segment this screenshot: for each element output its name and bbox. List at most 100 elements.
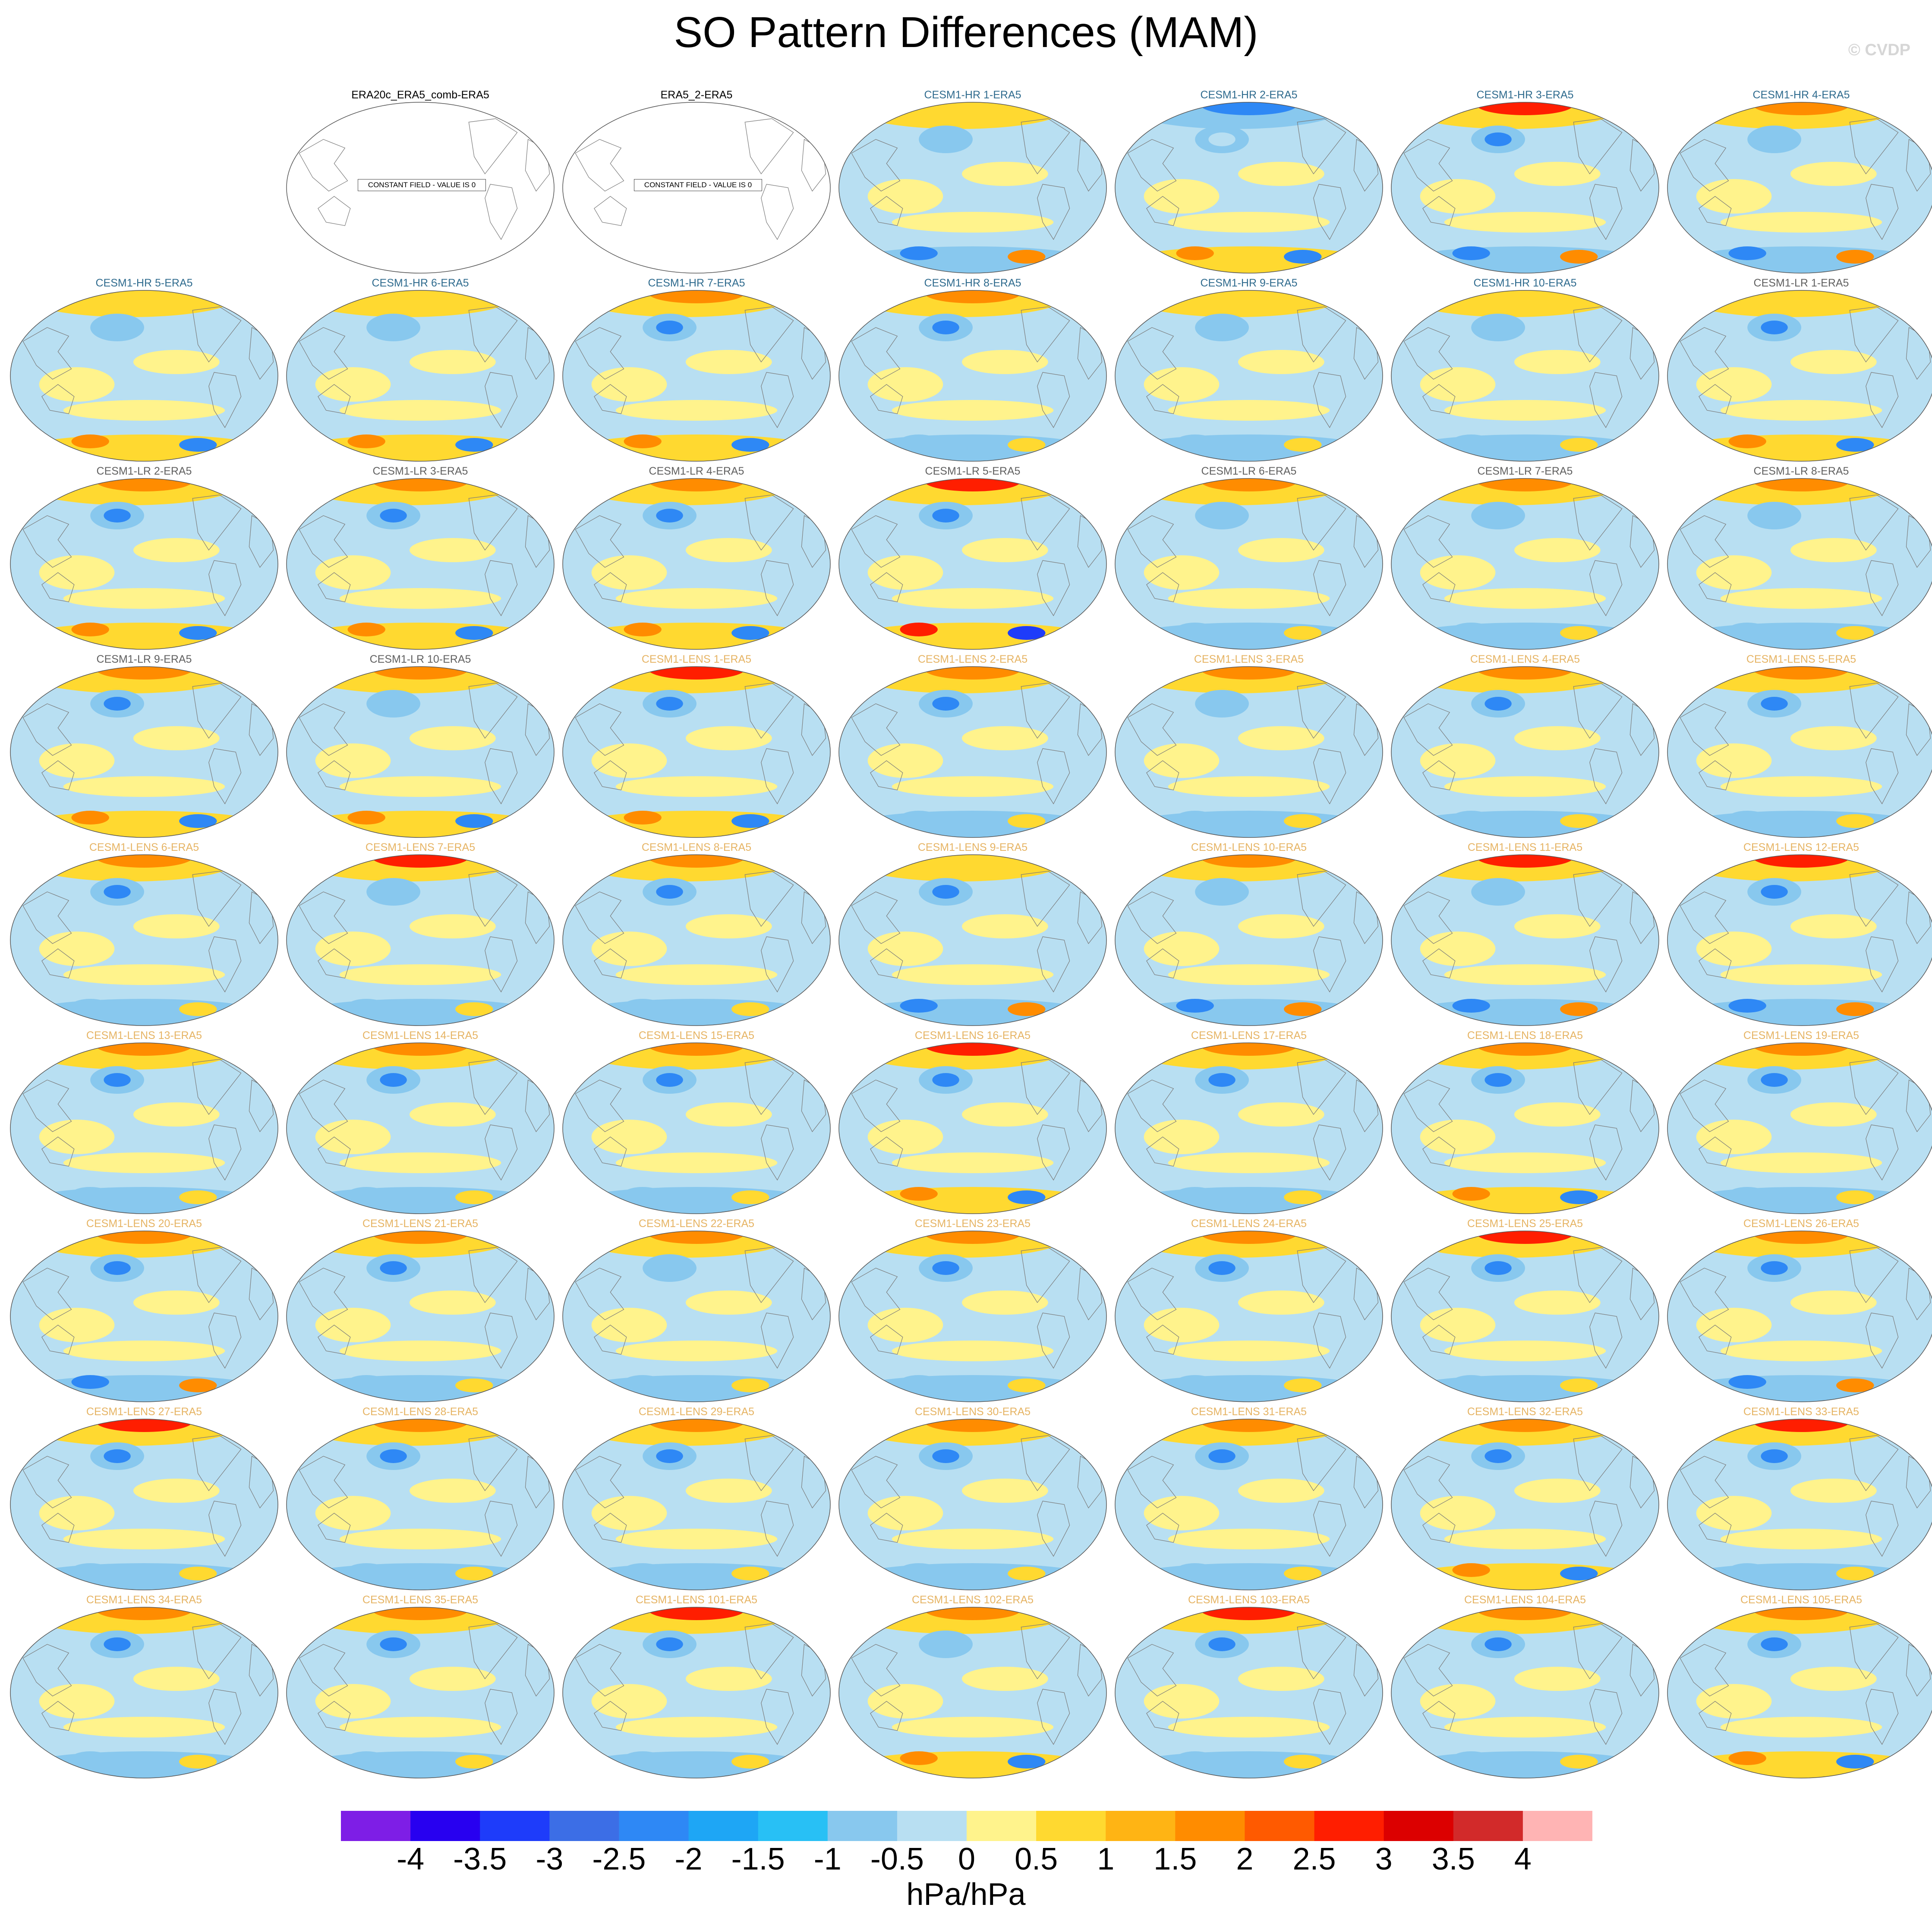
south-core (624, 623, 662, 636)
continent-outline (1021, 1247, 1070, 1303)
south-core (1728, 1751, 1766, 1765)
continent-outline (1146, 760, 1179, 790)
anomaly-positive (615, 1152, 778, 1173)
global-map (1391, 1419, 1659, 1590)
continent-outline (851, 891, 901, 944)
colorbar-tick-label: -4 (397, 1842, 425, 1876)
south-core (1452, 811, 1490, 825)
map-panel: CESM1-LENS 8-ERA5 (558, 841, 835, 1029)
anomaly-positive (1790, 1290, 1877, 1315)
map-panel: CESM1-LR 9-ERA5 (6, 653, 282, 841)
anomaly-positive (892, 1341, 1054, 1361)
map-border (562, 290, 831, 462)
global-map (838, 1419, 1107, 1590)
map-border (1391, 1231, 1659, 1402)
map-border (10, 478, 278, 650)
map-border (1115, 1607, 1383, 1778)
continent-outline (1127, 139, 1177, 192)
continent-outline (761, 1124, 794, 1181)
continent-outline (1313, 748, 1346, 805)
global-map (286, 1419, 555, 1590)
pacific-core (932, 321, 959, 334)
continent-outline (1849, 494, 1899, 551)
global-map (286, 290, 555, 462)
continent-outline (318, 948, 351, 979)
continent-outline (1037, 184, 1070, 240)
continent-outline (1699, 196, 1732, 226)
continent-outline (1866, 184, 1899, 240)
pacific-core (1484, 132, 1512, 146)
panel-title: CESM1-LENS 23-ERA5 (914, 1218, 1031, 1230)
global-map (838, 854, 1107, 1026)
pacific-core (104, 321, 131, 334)
continent-outline (851, 1268, 901, 1320)
colorbar-tick-label: 4 (1514, 1842, 1532, 1876)
pacific-core (932, 132, 959, 146)
global-map (1667, 854, 1932, 1026)
continent-outline (1021, 1435, 1070, 1492)
continent-outline (744, 494, 794, 551)
continent-outline (851, 1644, 901, 1697)
continent-outline (208, 1313, 242, 1369)
continent-outline (1021, 306, 1070, 363)
global-map (286, 1042, 555, 1214)
continent-outline (192, 1623, 242, 1680)
continent-outline (870, 1325, 903, 1355)
pacific-core (1208, 1261, 1235, 1275)
anomaly-positive (339, 588, 501, 609)
pacific-core (1484, 509, 1512, 522)
anomaly-positive (615, 1529, 778, 1549)
anomaly-positive (1420, 743, 1496, 778)
map-panel: CESM1-LENS 11-ERA5 (1387, 841, 1663, 1029)
panel-title: CESM1-LR 7-ERA5 (1477, 465, 1573, 477)
anomaly-positive (1514, 726, 1601, 750)
continent-outline (1146, 1701, 1179, 1731)
continent-outline (1037, 936, 1070, 993)
continent-outline (1313, 1313, 1346, 1369)
continent-outline (192, 494, 242, 551)
continent-outline (299, 1644, 348, 1697)
continent-outline (1403, 1080, 1453, 1132)
panel-title: CESM1-LR 8-ERA5 (1753, 465, 1849, 477)
panel-title: CESM1-LR 5-ERA5 (925, 465, 1021, 477)
panel-title: CESM1-HR 8-ERA5 (924, 277, 1021, 289)
anomaly-positive (39, 1496, 115, 1530)
south-core (347, 1563, 385, 1577)
map-panel: CESM1-LENS 104-ERA5 (1387, 1593, 1663, 1782)
continent-outline (1037, 1689, 1070, 1745)
map-border (286, 1231, 555, 1402)
pacific-core (1484, 1449, 1512, 1463)
continent-outline (1037, 372, 1070, 428)
south-core (1452, 623, 1490, 636)
colorbar-tick-label: -2 (674, 1842, 703, 1876)
colorbar-swatch (480, 1811, 550, 1841)
map-border (10, 1419, 278, 1590)
north-core (924, 290, 1021, 303)
continent-outline (1680, 1268, 1729, 1320)
panel-title: ERA20c_ERA5_comb-ERA5 (351, 89, 489, 101)
anomaly-positive (339, 964, 501, 985)
map-border (286, 102, 555, 274)
north-core (95, 1419, 193, 1432)
map-panel: CESM1-LENS 102-ERA5 (835, 1593, 1111, 1782)
global-map (562, 1419, 831, 1590)
south-core (624, 434, 662, 448)
map-panel: CESM1-HR 8-ERA5 (835, 277, 1111, 465)
south-core (900, 623, 938, 636)
global-map (838, 1231, 1107, 1402)
global-map (1391, 1607, 1659, 1778)
continent-outline (761, 372, 794, 428)
pacific-core (932, 1073, 959, 1087)
continent-outline (485, 1124, 518, 1181)
north-core (95, 478, 193, 491)
south-core (1452, 1187, 1490, 1201)
continent-outline (1403, 327, 1453, 380)
continent-outline (744, 118, 794, 175)
continent-outline (41, 572, 75, 602)
global-map (10, 290, 278, 462)
anomaly-positive (39, 743, 115, 778)
continent-outline (575, 139, 624, 192)
pacific-core (1208, 321, 1235, 334)
map-panel: CESM1-LR 7-ERA5 (1387, 465, 1663, 653)
map-panel: CESM1-LR 1-ERA5 (1663, 277, 1932, 465)
